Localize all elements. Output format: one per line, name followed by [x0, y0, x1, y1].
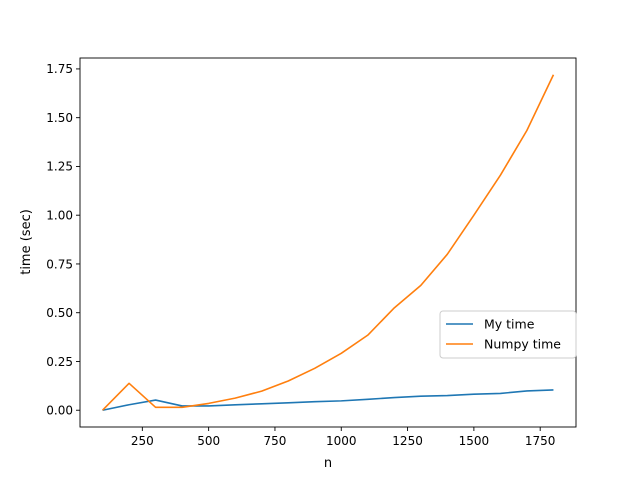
series-line-2	[101, 74, 555, 411]
axes: 250 500 750 1000 1250 1500 1750 0.00 0.25 0.50 0.7…	[46, 57, 577, 448]
axes-frame	[79, 57, 577, 428]
x-tick-label: 500	[197, 434, 220, 448]
plot-area	[101, 74, 555, 412]
x-tick-label: 250	[131, 434, 154, 448]
legend-box	[439, 310, 577, 359]
x-axis-label: n	[324, 456, 332, 471]
y-tick-label: 1.25	[46, 160, 73, 174]
x-tick-label: 1000	[326, 434, 357, 448]
x-tick-label: 750	[263, 434, 286, 448]
y-tick-label: 0.50	[46, 306, 73, 320]
legend-label-1: My time	[484, 317, 535, 332]
x-tick-label: 1750	[525, 434, 556, 448]
legend: My time Numpy time	[439, 310, 577, 359]
y-tick-label: 1.50	[46, 111, 73, 125]
x-tick-label: 1500	[459, 434, 490, 448]
y-tick-label: 1.75	[46, 62, 73, 76]
series-line-1	[102, 389, 554, 412]
y-tick-label: 0.75	[46, 257, 73, 271]
legend-label-2: Numpy time	[484, 337, 561, 352]
y-tick-label: 0.00	[46, 404, 73, 418]
x-tick-label: 1250	[392, 434, 423, 448]
y-axis-label: time (sec)	[19, 209, 34, 275]
y-tick-label: 1.00	[46, 208, 73, 222]
y-tick-label: 0.25	[46, 355, 73, 369]
